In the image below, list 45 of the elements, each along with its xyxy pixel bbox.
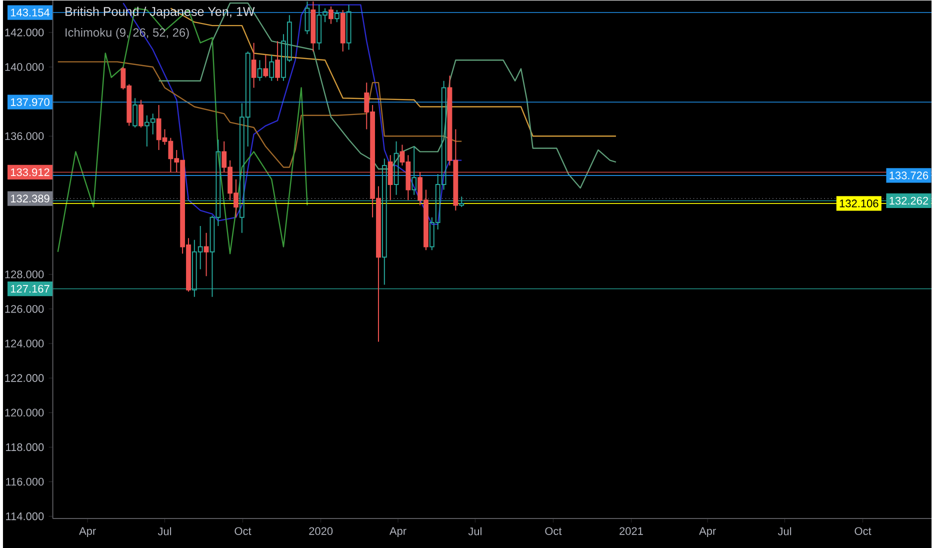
y-tick-label: 118.000 bbox=[6, 443, 44, 451]
candlestick bbox=[304, 0, 310, 34]
candlestick bbox=[340, 9, 346, 52]
y-tick-label: 124.000 bbox=[5, 339, 44, 348]
candlestick bbox=[257, 59, 262, 82]
y-tick-label: 122.000 bbox=[5, 374, 44, 382]
y-tick-label: 120.000 bbox=[5, 408, 44, 416]
x-tick-label: Apr bbox=[389, 526, 406, 537]
line-series bbox=[57, 7, 308, 254]
ref-line-label: 132.106 bbox=[840, 199, 878, 208]
x-tick-label: 2020 bbox=[309, 527, 333, 535]
candlestick bbox=[251, 42, 256, 88]
y-tick-label: 116.000 bbox=[6, 478, 44, 486]
x-tick-label: Oct bbox=[234, 527, 252, 535]
candlestick bbox=[204, 232, 209, 276]
candlestick bbox=[346, 4, 352, 50]
line-series bbox=[57, 61, 462, 168]
y-tick-label: 142.000 bbox=[5, 28, 44, 36]
x-tick-label: Oct bbox=[545, 527, 562, 535]
candlestick bbox=[328, 6, 334, 24]
candlestick bbox=[394, 140, 399, 196]
x-tick-label: Apr bbox=[699, 526, 716, 537]
y-tick-label: 140.000 bbox=[5, 62, 44, 71]
x-tick-label: Jul bbox=[468, 527, 482, 536]
candlestick bbox=[412, 146, 417, 196]
candlestick bbox=[269, 54, 274, 82]
y-tick-label: 126.000 bbox=[5, 304, 44, 313]
ref-line-label: 127.167 bbox=[10, 284, 50, 292]
ref-line-label: 133.912 bbox=[10, 168, 50, 176]
ref-line-label: 133.726 bbox=[890, 171, 928, 180]
ref-line-label: 143.154 bbox=[10, 8, 50, 16]
ref-line-label: 137.970 bbox=[10, 98, 50, 106]
x-tick-label: Apr bbox=[79, 526, 96, 537]
ref-line-label: 132.389 bbox=[10, 194, 50, 202]
x-tick-label: Jul bbox=[158, 527, 172, 536]
ref-line-label: 132.262 bbox=[890, 196, 928, 204]
x-tick-label: Jul bbox=[778, 527, 792, 536]
y-tick-label: 136.000 bbox=[5, 132, 44, 140]
candlestick bbox=[275, 40, 280, 82]
x-tick-label: 2021 bbox=[620, 527, 643, 535]
y-tick-label: 114.000 bbox=[6, 512, 44, 520]
y-tick-label: 128.000 bbox=[5, 270, 44, 278]
candlestick bbox=[263, 54, 268, 78]
candlestick bbox=[310, 0, 316, 52]
x-tick-label: Oct bbox=[854, 527, 872, 535]
